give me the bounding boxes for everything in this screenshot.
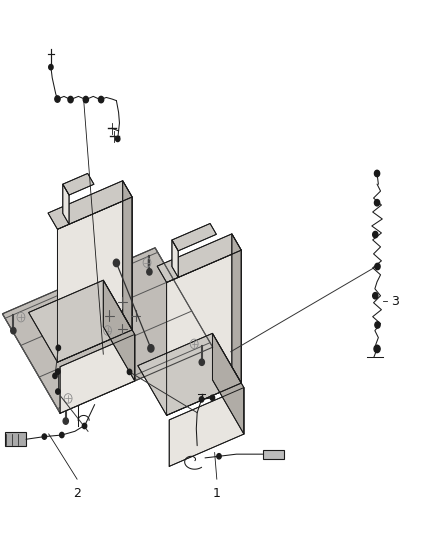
Polygon shape	[138, 333, 241, 415]
Bar	[5, 432, 26, 446]
Circle shape	[116, 136, 120, 142]
Circle shape	[63, 418, 68, 424]
Circle shape	[99, 96, 104, 103]
Polygon shape	[232, 234, 241, 383]
Polygon shape	[123, 181, 132, 330]
Circle shape	[217, 454, 221, 459]
Circle shape	[11, 327, 16, 334]
Circle shape	[82, 423, 87, 429]
Circle shape	[60, 432, 64, 438]
Circle shape	[374, 345, 380, 353]
Circle shape	[113, 259, 120, 266]
Circle shape	[68, 96, 73, 103]
Circle shape	[210, 395, 215, 400]
Circle shape	[127, 369, 132, 375]
Circle shape	[56, 345, 60, 351]
Polygon shape	[212, 333, 244, 434]
Text: 3: 3	[392, 295, 399, 308]
Circle shape	[147, 269, 152, 275]
Polygon shape	[157, 234, 241, 282]
Circle shape	[374, 170, 380, 176]
Polygon shape	[63, 184, 69, 224]
Polygon shape	[172, 223, 216, 251]
Circle shape	[373, 231, 378, 238]
Circle shape	[56, 389, 60, 394]
Circle shape	[373, 293, 378, 299]
Circle shape	[375, 263, 380, 270]
Circle shape	[56, 369, 60, 374]
Polygon shape	[60, 334, 135, 413]
Polygon shape	[57, 197, 132, 362]
Polygon shape	[28, 280, 132, 362]
Circle shape	[53, 373, 57, 378]
Bar	[263, 450, 285, 459]
Text: 1: 1	[213, 487, 221, 500]
Circle shape	[148, 345, 154, 352]
Polygon shape	[3, 248, 213, 413]
Polygon shape	[166, 250, 241, 415]
Circle shape	[199, 397, 204, 402]
Polygon shape	[48, 181, 132, 229]
Polygon shape	[63, 173, 94, 195]
Polygon shape	[172, 240, 178, 277]
Circle shape	[199, 359, 205, 366]
Circle shape	[374, 199, 380, 206]
Polygon shape	[169, 387, 244, 466]
Circle shape	[49, 64, 53, 70]
Text: 4: 4	[99, 360, 107, 373]
Circle shape	[83, 96, 88, 103]
Circle shape	[42, 434, 46, 439]
Circle shape	[375, 322, 380, 328]
Circle shape	[55, 96, 60, 102]
Text: 2: 2	[73, 487, 81, 500]
Polygon shape	[103, 280, 135, 381]
